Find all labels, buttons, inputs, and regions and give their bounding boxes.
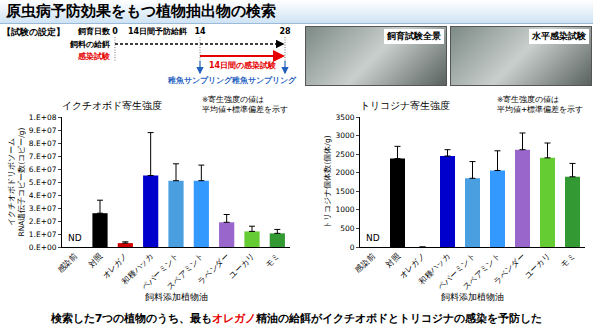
svg-text:オレガノ: オレガノ bbox=[398, 251, 427, 280]
svg-text:1000: 1000 bbox=[335, 205, 354, 214]
svg-text:1.E+07: 1.E+07 bbox=[29, 230, 57, 239]
svg-text:0.E+00: 0.E+00 bbox=[29, 243, 57, 252]
svg-text:9.E+07: 9.E+07 bbox=[29, 126, 57, 135]
svg-text:飼料添加植物油: 飼料添加植物油 bbox=[441, 292, 504, 302]
svg-text:【試験の設定】: 【試験の設定】 bbox=[2, 27, 65, 37]
svg-text:ユーカリ: ユーカリ bbox=[523, 251, 552, 280]
svg-text:スペアミント: スペアミント bbox=[165, 251, 205, 291]
svg-text:対照: 対照 bbox=[384, 251, 402, 269]
svg-text:ペパーミント: ペパーミント bbox=[436, 251, 476, 291]
svg-text:5.E+07: 5.E+07 bbox=[29, 178, 57, 187]
html-text:飼育試験全景: 飼育試験全景 bbox=[387, 31, 441, 41]
svg-text:1.E+08: 1.E+08 bbox=[29, 113, 57, 122]
svg-text:稚魚サンプリング: 稚魚サンプリング bbox=[167, 76, 233, 85]
svg-text:和種ハッカ: 和種ハッカ bbox=[120, 251, 155, 286]
svg-text:トリコジナ個体数(個体/g): トリコジナ個体数(個体/g) bbox=[323, 135, 332, 228]
svg-text:2.E+07: 2.E+07 bbox=[29, 217, 57, 226]
svg-text:4.E+07: 4.E+07 bbox=[29, 191, 57, 200]
html-text:水平感染試験: 水平感染試験 bbox=[532, 31, 586, 41]
html-text:検索した7つの植物のうち、最もオレガノ精油の給餌がイクチオボ: 検索した7つの植物のうち、最もオレガノ精油の給餌がイクチオボドとトリコジナの感染… bbox=[50, 312, 543, 325]
html-text:原虫病予防効果をもつ植物抽出物の検索: 原虫病予防効果をもつ植物抽出物の検索 bbox=[6, 2, 276, 20]
svg-text:3500: 3500 bbox=[335, 113, 354, 122]
svg-text:0: 0 bbox=[350, 243, 355, 252]
svg-text:14日間の感染試験: 14日間の感染試験 bbox=[209, 61, 277, 70]
svg-text:ラベンダー: ラベンダー bbox=[492, 251, 527, 286]
svg-text:1500: 1500 bbox=[335, 187, 354, 196]
svg-text:28: 28 bbox=[279, 27, 291, 36]
svg-text:ラベンダー: ラベンダー bbox=[196, 251, 231, 286]
svg-text:トリコジナ寄生強度: トリコジナ寄生強度 bbox=[360, 100, 450, 111]
svg-text:感染試験: 感染試験 bbox=[77, 52, 111, 61]
svg-text:イクチオボドリボソームRNA遺伝子コピー数(コピー/g): イクチオボドリボソームRNA遺伝子コピー数(コピー/g) bbox=[7, 127, 26, 236]
svg-text:14: 14 bbox=[194, 27, 206, 36]
svg-text:モミ: モミ bbox=[559, 251, 577, 269]
svg-text:ND: ND bbox=[68, 233, 82, 243]
svg-text:モミ: モミ bbox=[264, 251, 282, 269]
svg-text:7.E+07: 7.E+07 bbox=[29, 152, 57, 161]
svg-text:ND: ND bbox=[366, 233, 380, 243]
svg-text:和種ハッカ: 和種ハッカ bbox=[417, 251, 452, 286]
svg-text:飼育日数: 飼育日数 bbox=[77, 26, 111, 36]
svg-text:3000: 3000 bbox=[335, 131, 354, 140]
svg-text:0: 0 bbox=[112, 27, 118, 36]
svg-text:感染前: 感染前 bbox=[56, 251, 79, 274]
svg-text:飼料添加植物油: 飼料添加植物油 bbox=[145, 292, 208, 302]
svg-text:オレガノ: オレガノ bbox=[101, 251, 130, 280]
svg-text:8.E+07: 8.E+07 bbox=[29, 139, 57, 148]
svg-text:飼料の給餌: 飼料の給餌 bbox=[69, 40, 110, 49]
svg-text:※寄生強度の値は平均値+標準偏差を示す: ※寄生強度の値は平均値+標準偏差を示す bbox=[497, 95, 583, 114]
svg-text:ユーカリ: ユーカリ bbox=[227, 251, 256, 280]
svg-text:ペパーミント: ペパーミント bbox=[140, 251, 180, 291]
svg-text:感染前: 感染前 bbox=[353, 251, 376, 274]
svg-text:3.E+07: 3.E+07 bbox=[29, 204, 57, 213]
svg-text:500: 500 bbox=[340, 224, 355, 233]
svg-text:稚魚サンプリング: 稚魚サンプリング bbox=[231, 76, 297, 85]
svg-text:2500: 2500 bbox=[335, 150, 354, 159]
svg-text:対照: 対照 bbox=[87, 251, 105, 269]
svg-text:スペアミント: スペアミント bbox=[461, 251, 501, 291]
svg-text:6.E+07: 6.E+07 bbox=[29, 165, 57, 174]
svg-text:イクチオボド寄生強度: イクチオボド寄生強度 bbox=[62, 100, 162, 111]
svg-text:14日間予防給餌: 14日間予防給餌 bbox=[128, 27, 187, 36]
svg-text:※寄生強度の値は平均値+標準偏差を示す: ※寄生強度の値は平均値+標準偏差を示す bbox=[202, 95, 288, 114]
svg-text:2000: 2000 bbox=[335, 168, 354, 177]
